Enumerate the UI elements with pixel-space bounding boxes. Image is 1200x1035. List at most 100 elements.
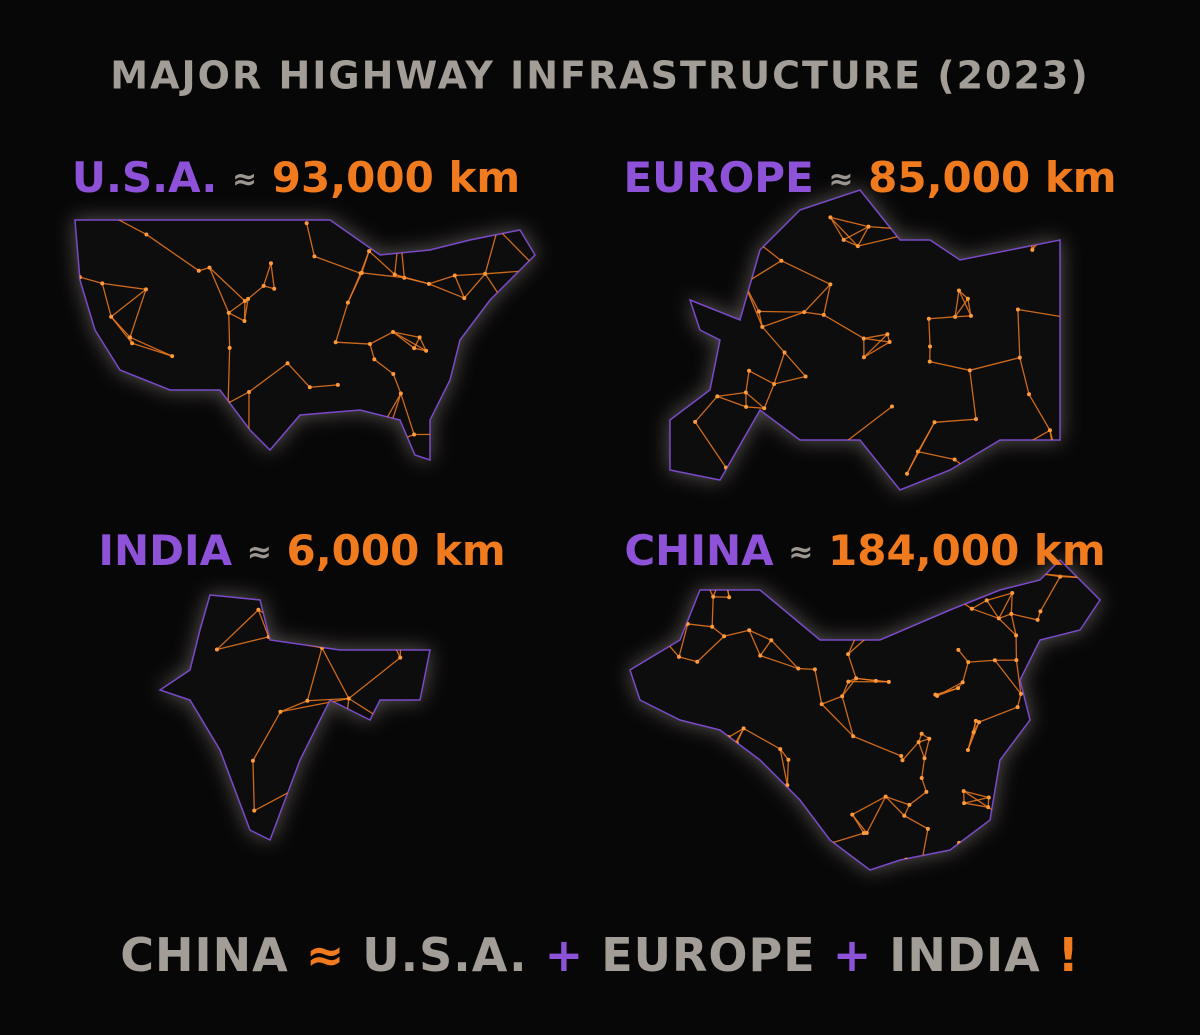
road: [728, 727, 744, 738]
city: [483, 271, 488, 276]
city: [762, 406, 767, 411]
footer-op: !: [1058, 928, 1080, 982]
road: [651, 752, 675, 759]
road: [761, 326, 786, 353]
road: [781, 260, 831, 285]
city: [1043, 760, 1048, 765]
road: [655, 573, 663, 586]
road: [748, 629, 761, 656]
road: [723, 629, 750, 637]
road: [660, 759, 675, 790]
city: [785, 783, 790, 788]
road: [843, 239, 859, 247]
road: [1021, 200, 1033, 250]
city: [1018, 691, 1023, 696]
india-map: [158, 594, 431, 842]
road: [428, 274, 455, 285]
road: [392, 331, 427, 352]
city: [693, 419, 698, 424]
city: [1037, 763, 1042, 768]
city: [886, 679, 891, 684]
city: [741, 726, 746, 731]
footer-op: +: [545, 928, 585, 982]
road: [748, 629, 772, 641]
city: [381, 444, 386, 449]
road: [1031, 765, 1041, 775]
road: [758, 310, 805, 313]
road: [146, 233, 200, 272]
city: [861, 355, 866, 360]
city: [919, 862, 924, 867]
road: [974, 845, 985, 856]
road: [496, 313, 513, 330]
road: [406, 789, 413, 796]
road: [841, 696, 854, 737]
city: [742, 281, 747, 286]
city: [986, 805, 991, 810]
road: [126, 444, 140, 447]
road: [126, 419, 140, 446]
city: [961, 789, 966, 794]
road: [885, 795, 910, 806]
road: [75, 442, 77, 446]
city: [1060, 474, 1064, 478]
road: [830, 216, 869, 228]
road: [784, 352, 807, 377]
road: [998, 617, 1017, 636]
city: [899, 754, 904, 759]
city: [731, 211, 736, 216]
city: [973, 417, 978, 422]
road: [724, 742, 738, 762]
road: [247, 285, 265, 300]
road: [1039, 762, 1046, 767]
city: [899, 608, 904, 613]
road: [454, 275, 465, 299]
city: [748, 835, 753, 840]
road: [898, 610, 902, 629]
city: [305, 698, 310, 703]
city: [367, 249, 372, 254]
road: [1045, 762, 1081, 782]
road: [983, 854, 997, 864]
road: [717, 395, 747, 408]
city: [226, 310, 231, 315]
road: [954, 290, 960, 317]
road: [971, 608, 1000, 620]
road: [967, 298, 972, 316]
road: [645, 614, 651, 634]
panel-heading: CHINA ≈ 184,000 km: [624, 526, 1105, 575]
city: [986, 480, 991, 485]
road: [743, 727, 781, 750]
road: [863, 341, 890, 358]
road: [678, 656, 698, 663]
road: [852, 735, 902, 757]
city: [659, 786, 664, 791]
city: [900, 758, 905, 763]
road: [958, 842, 984, 857]
region: U.S.A.: [72, 153, 218, 202]
city: [1073, 737, 1078, 742]
road: [1053, 738, 1076, 744]
city: [335, 382, 340, 387]
road: [486, 437, 500, 443]
city: [359, 270, 364, 275]
road: [786, 759, 790, 786]
city: [769, 638, 774, 643]
road: [689, 829, 749, 860]
road: [645, 584, 663, 615]
road: [724, 737, 730, 762]
city: [1009, 611, 1014, 616]
road: [379, 615, 402, 620]
city: [412, 346, 417, 351]
city: [124, 442, 129, 447]
road: [957, 649, 969, 663]
road: [908, 791, 927, 806]
city: [677, 228, 682, 233]
city: [424, 348, 429, 353]
city: [984, 598, 989, 603]
city: [919, 776, 924, 781]
city: [922, 756, 927, 761]
road: [306, 223, 316, 257]
city: [687, 856, 692, 861]
city: [711, 594, 716, 599]
